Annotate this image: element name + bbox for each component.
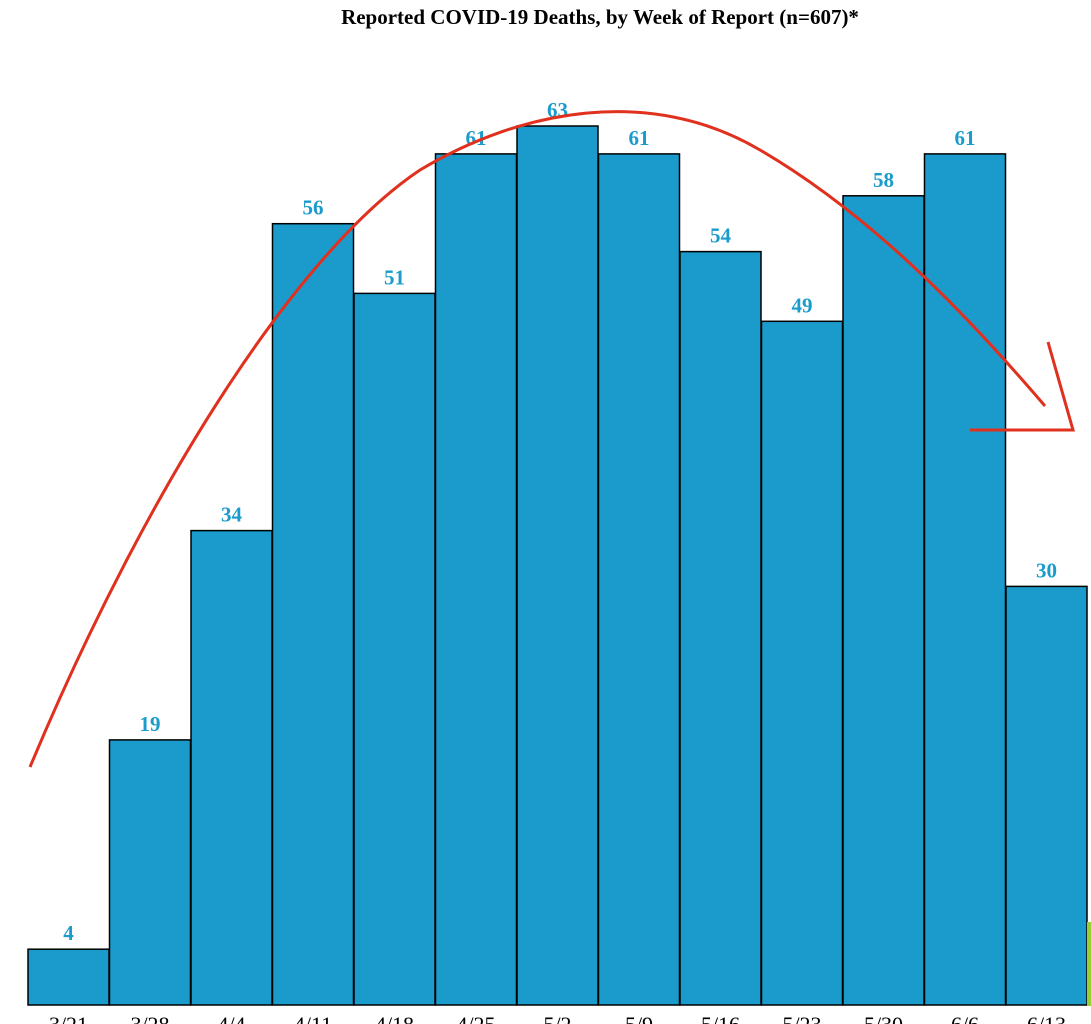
value-label-6-6: 61 [955,126,976,150]
x-tick-4-25: 4/25 [456,1012,495,1024]
x-tick-5-23: 5/23 [782,1012,821,1024]
value-label-3-21: 4 [63,921,74,945]
bar-5-9 [597,153,681,1006]
x-tick-6-13: 6/13 [1027,1012,1066,1024]
value-label-5-30: 58 [873,168,894,192]
x-tick-5-9: 5/9 [625,1012,653,1024]
bar-4-18 [353,292,436,1006]
bar-6-13 [1005,585,1088,1006]
edge-accent [1087,922,1091,1006]
bar-4-11 [271,222,355,1006]
value-label-5-9: 61 [629,126,650,150]
value-label-6-13: 30 [1036,558,1057,582]
x-tick-labels-group: 3/21 3/28 4/4 4/11 4/18 4/25 5/2 5/9 5/16 5/23 5/3… [49,1012,1066,1024]
x-tick-5-2: 5/2 [543,1012,571,1024]
bar-5-30 [842,195,925,1006]
x-tick-3-28: 3/28 [130,1012,169,1024]
value-label-5-16: 54 [710,224,732,248]
trend-arc [28,110,1047,768]
value-label-4-11: 56 [303,196,324,220]
x-tick-6-6: 6/6 [951,1012,979,1024]
bar-5-2 [516,125,599,1006]
x-tick-5-30: 5/30 [864,1012,903,1024]
annotations-group [28,110,1075,768]
x-tick-5-16: 5/16 [701,1012,740,1024]
bar-5-23 [760,320,844,1006]
x-tick-4-11: 4/11 [294,1012,332,1024]
bar-3-28 [108,739,192,1006]
bar-6-6 [923,153,1007,1006]
chart-title: Reported COVID-19 Deaths, by Week of Rep… [341,5,859,29]
bar-4-25 [434,153,518,1006]
bars-group [27,125,1088,1006]
value-label-4-18: 51 [384,265,405,289]
arrow-head [970,341,1075,432]
x-tick-4-4: 4/4 [217,1012,245,1024]
value-label-3-28: 19 [140,712,161,736]
x-tick-4-18: 4/18 [375,1012,414,1024]
bar-3-21 [27,948,110,1006]
x-tick-3-21: 3/21 [49,1012,88,1024]
value-label-4-4: 34 [221,503,243,527]
bar-4-4 [190,529,273,1006]
bar-5-16 [679,250,762,1006]
value-label-5-23: 49 [792,293,813,317]
